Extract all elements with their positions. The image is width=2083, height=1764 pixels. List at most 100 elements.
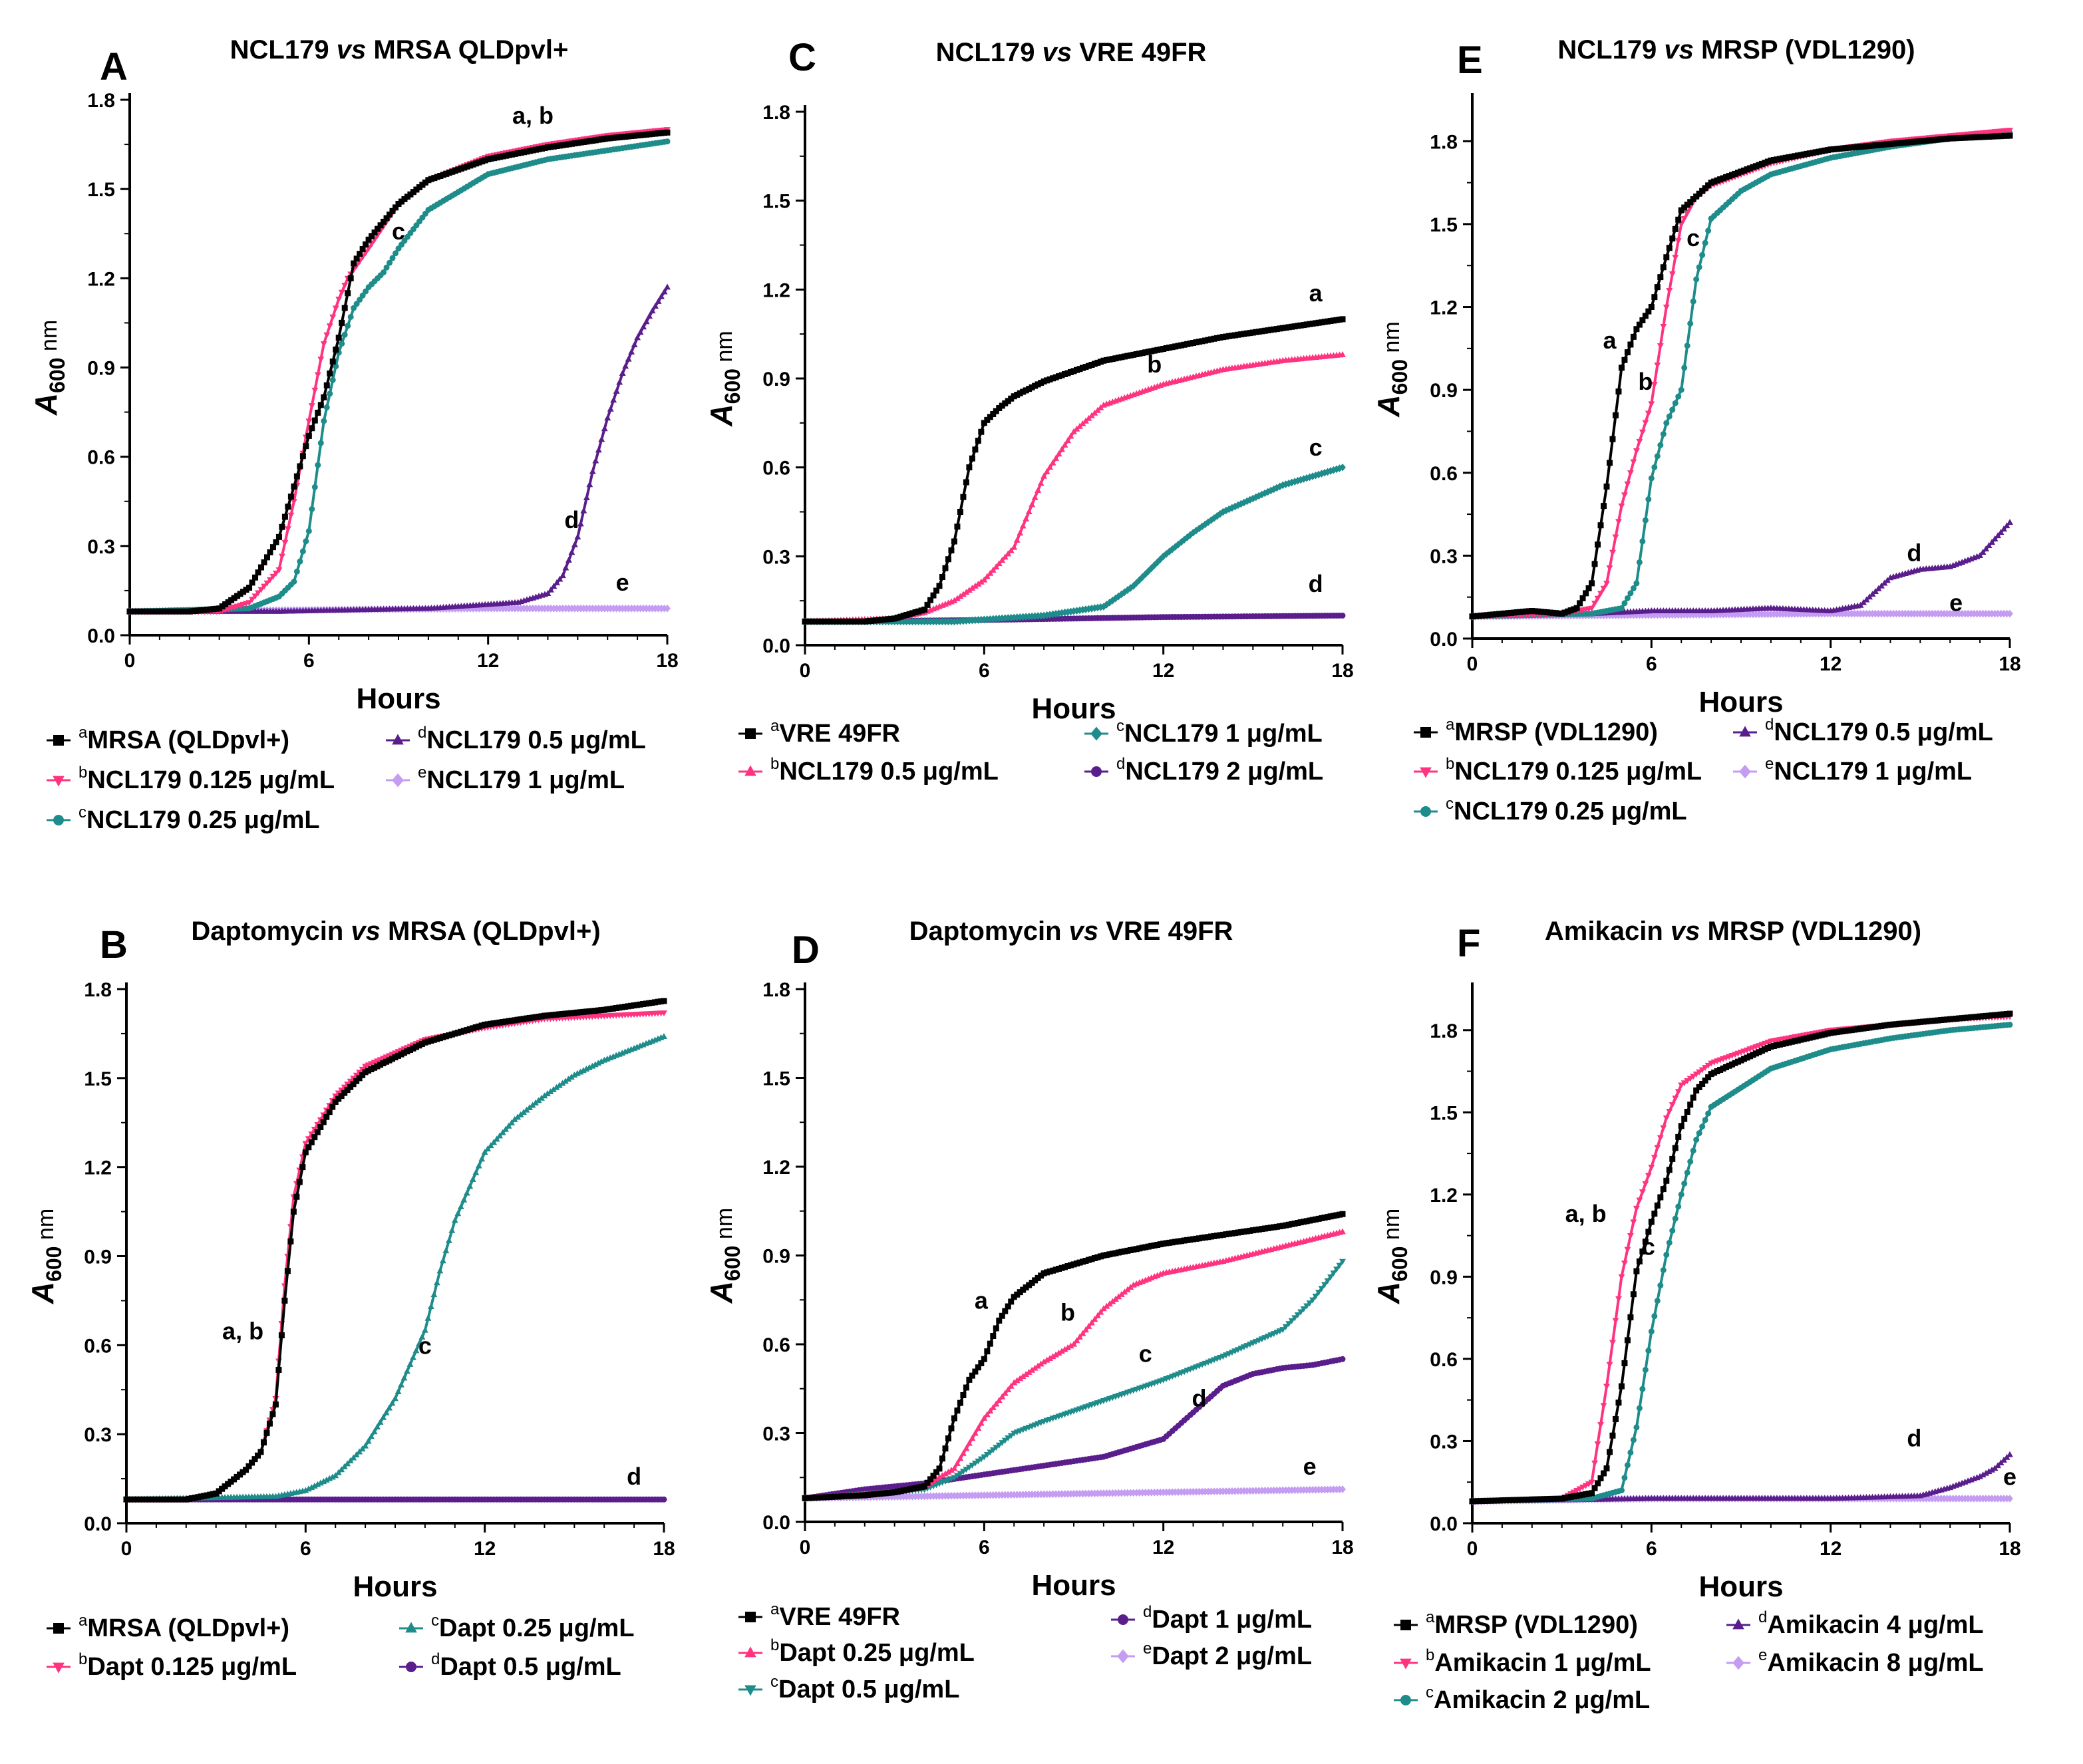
data-point bbox=[1651, 478, 1653, 480]
data-point bbox=[1013, 1382, 1015, 1384]
data-point bbox=[293, 1211, 295, 1213]
y-tick-label: 1.8 bbox=[87, 90, 115, 112]
data-point bbox=[1312, 1299, 1314, 1301]
data-point bbox=[1621, 1386, 1623, 1388]
data-point bbox=[1162, 616, 1164, 618]
data-point bbox=[1621, 1276, 1623, 1278]
panel-b: B Daptomycin vs MRSA (QLDpvl+) 0.0 0.3 0.6 0.… bbox=[25, 917, 675, 1681]
series-markers bbox=[1469, 609, 2013, 621]
x-axis-label: Hours bbox=[1031, 1569, 1116, 1602]
data-point bbox=[1472, 615, 1473, 617]
data-point bbox=[278, 595, 280, 597]
data-point bbox=[126, 1499, 127, 1501]
data-point bbox=[998, 407, 1000, 409]
data-point bbox=[1282, 360, 1284, 362]
data-point bbox=[1889, 577, 1891, 579]
data-point bbox=[1949, 1487, 1951, 1489]
data-point bbox=[591, 471, 593, 473]
curve-annotation: a bbox=[1309, 279, 1323, 307]
legend-marker-icon bbox=[744, 765, 756, 776]
data-point bbox=[953, 600, 955, 602]
data-point bbox=[968, 1379, 970, 1381]
legend-label: bNCL179 0.5 μg/mL bbox=[770, 755, 999, 786]
data-point bbox=[1681, 1084, 1682, 1086]
data-point bbox=[1770, 174, 1772, 176]
legend-marker-icon bbox=[406, 1662, 416, 1672]
y-tick-label: 1.5 bbox=[1430, 1102, 1458, 1124]
data-point bbox=[1651, 1166, 1653, 1168]
data-point bbox=[1665, 256, 1667, 258]
data-point bbox=[663, 1000, 665, 1002]
data-point bbox=[607, 150, 609, 152]
data-point bbox=[1073, 1344, 1074, 1345]
data-point bbox=[1162, 383, 1164, 385]
data-point bbox=[1013, 1296, 1015, 1298]
data-point bbox=[275, 1403, 277, 1405]
series-markers bbox=[802, 1258, 1346, 1502]
x-tick-label: 18 bbox=[1999, 653, 2020, 675]
x-tick-label: 12 bbox=[474, 1538, 496, 1560]
data-point bbox=[1342, 1358, 1343, 1360]
legend-label: bNCL179 0.125 μg/mL bbox=[1446, 755, 1702, 786]
data-point bbox=[1651, 614, 1653, 616]
series-a bbox=[1469, 1010, 2013, 1505]
series-markers bbox=[1469, 130, 2013, 620]
legend-marker-icon bbox=[1400, 1658, 1412, 1670]
data-point bbox=[427, 179, 429, 181]
data-point bbox=[427, 607, 429, 609]
data-point bbox=[603, 1009, 605, 1011]
legend-label: eDapt 2 μg/mL bbox=[1143, 1640, 1312, 1670]
data-point bbox=[260, 1451, 261, 1453]
x-tick-label: 12 bbox=[1820, 1538, 1842, 1560]
data-point bbox=[983, 1456, 985, 1458]
data-point bbox=[1875, 591, 1876, 593]
legend-label: bDapt 0.125 μg/mL bbox=[79, 1650, 297, 1681]
data-point bbox=[188, 611, 190, 613]
legend-label: dDapt 1 μg/mL bbox=[1143, 1603, 1312, 1634]
x-axis-label: Hours bbox=[1031, 692, 1116, 725]
data-point bbox=[667, 132, 668, 134]
data-point bbox=[1710, 1106, 1712, 1108]
data-point bbox=[245, 1469, 247, 1471]
data-point bbox=[998, 1320, 1000, 1322]
data-point bbox=[1192, 531, 1194, 533]
data-point bbox=[1606, 486, 1607, 488]
data-point bbox=[1979, 1475, 1981, 1477]
data-point bbox=[1889, 1024, 1891, 1026]
data-point bbox=[1531, 610, 1533, 612]
data-point bbox=[353, 307, 355, 309]
legend-marker-icon bbox=[1090, 726, 1102, 741]
legend-item-c: cDapt 0.25 μg/mL bbox=[399, 1612, 635, 1642]
legend-label: eAmikacin 8 μg/mL bbox=[1758, 1646, 1984, 1677]
legend-item-a: aMRSA (QLDpvl+) bbox=[47, 1612, 289, 1642]
data-point bbox=[1472, 1501, 1473, 1503]
panel-f: F Amikacin vs MRSP (VDL1290) 0.0 0.3 0.6 0.9 1… bbox=[1371, 917, 2021, 1714]
data-point bbox=[893, 1491, 895, 1493]
data-point bbox=[1949, 566, 1951, 567]
y-tick-label: 0.0 bbox=[762, 1512, 790, 1534]
data-point bbox=[804, 1497, 806, 1499]
panel-letter: D bbox=[792, 929, 820, 972]
data-point bbox=[1994, 1467, 1996, 1469]
data-point bbox=[983, 422, 985, 424]
data-point bbox=[983, 579, 985, 581]
curve-annotation: c bbox=[392, 218, 405, 245]
data-point bbox=[1222, 1234, 1224, 1236]
data-point bbox=[1651, 1497, 1653, 1499]
series-line bbox=[805, 466, 1343, 623]
legend-label: aVRE 49FR bbox=[770, 1600, 900, 1631]
data-point bbox=[1830, 157, 1832, 159]
data-point bbox=[278, 611, 280, 613]
series-a bbox=[802, 1211, 1346, 1501]
series-markers bbox=[802, 1485, 1346, 1503]
legend-item-e: eNCL179 1 μg/mL bbox=[1733, 755, 1972, 786]
legend-label: dAmikacin 4 μg/mL bbox=[1758, 1608, 1984, 1639]
x-tick-label: 0 bbox=[800, 660, 811, 682]
y-tick-label: 1.2 bbox=[84, 1157, 112, 1179]
data-point bbox=[1162, 1438, 1164, 1440]
y-tick-label: 0.9 bbox=[84, 1247, 112, 1268]
legend-label: cDapt 0.5 μg/mL bbox=[770, 1673, 959, 1703]
x-tick-label: 18 bbox=[1331, 1537, 1353, 1558]
series-line bbox=[126, 1011, 665, 1501]
legend-marker-icon bbox=[53, 1623, 64, 1634]
